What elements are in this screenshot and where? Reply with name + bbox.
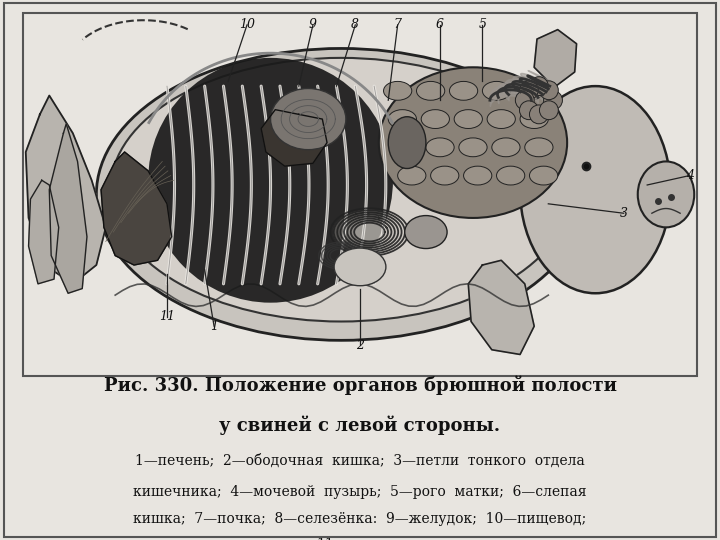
Ellipse shape <box>459 138 487 157</box>
Ellipse shape <box>516 82 544 100</box>
Circle shape <box>516 91 534 110</box>
Circle shape <box>544 91 562 110</box>
Text: 6: 6 <box>436 18 444 31</box>
Ellipse shape <box>487 110 516 129</box>
Text: 3: 3 <box>620 207 628 220</box>
Ellipse shape <box>638 161 694 227</box>
Circle shape <box>539 101 558 120</box>
Ellipse shape <box>388 117 426 168</box>
Text: 11—сердце.: 11—сердце. <box>317 537 403 540</box>
Ellipse shape <box>464 166 492 185</box>
Ellipse shape <box>110 58 572 321</box>
Ellipse shape <box>96 49 586 340</box>
Polygon shape <box>26 96 106 284</box>
Ellipse shape <box>525 138 553 157</box>
Ellipse shape <box>482 82 510 100</box>
Text: 9: 9 <box>309 18 317 31</box>
Ellipse shape <box>384 82 412 100</box>
Text: 5: 5 <box>478 18 487 31</box>
Ellipse shape <box>393 138 421 157</box>
Ellipse shape <box>397 166 426 185</box>
Ellipse shape <box>416 82 445 100</box>
Ellipse shape <box>405 215 447 248</box>
Ellipse shape <box>388 110 416 129</box>
Ellipse shape <box>421 110 449 129</box>
Polygon shape <box>534 30 577 86</box>
Polygon shape <box>261 110 327 166</box>
Text: 1: 1 <box>210 320 218 333</box>
Ellipse shape <box>271 89 346 150</box>
Ellipse shape <box>497 166 525 185</box>
Circle shape <box>529 77 549 96</box>
Polygon shape <box>354 222 384 241</box>
Circle shape <box>520 101 539 120</box>
Text: 11: 11 <box>159 310 175 323</box>
Text: 4: 4 <box>685 169 693 182</box>
Ellipse shape <box>449 82 477 100</box>
Ellipse shape <box>529 166 558 185</box>
Polygon shape <box>347 219 392 246</box>
Text: у свиней с левой стороны.: у свиней с левой стороны. <box>220 416 500 435</box>
Polygon shape <box>101 152 171 265</box>
Ellipse shape <box>520 110 549 129</box>
Text: кишечника;  4—мочевой  пузырь;  5—рого  матки;  6—слепая: кишечника; 4—мочевой пузырь; 5—рого матк… <box>133 485 587 499</box>
Ellipse shape <box>334 248 386 286</box>
FancyBboxPatch shape <box>21 11 699 378</box>
Circle shape <box>520 81 539 100</box>
Ellipse shape <box>379 68 567 218</box>
Text: Рис. 330. Положение органов брюшной полости: Рис. 330. Положение органов брюшной поло… <box>104 376 616 395</box>
Polygon shape <box>341 214 398 249</box>
Ellipse shape <box>492 138 520 157</box>
Ellipse shape <box>148 58 393 303</box>
Ellipse shape <box>520 86 671 293</box>
Ellipse shape <box>431 166 459 185</box>
Polygon shape <box>29 180 59 284</box>
Polygon shape <box>334 211 405 254</box>
Text: 1—печень;  2—ободочная  кишка;  3—петли  тонкого  отдела: 1—печень; 2—ободочная кишка; 3—петли тон… <box>135 454 585 468</box>
Circle shape <box>529 105 549 124</box>
Polygon shape <box>468 260 534 354</box>
Text: 8: 8 <box>351 18 359 31</box>
Ellipse shape <box>426 138 454 157</box>
Polygon shape <box>49 124 87 293</box>
Text: 7: 7 <box>394 18 402 31</box>
Text: 10: 10 <box>239 18 255 31</box>
Text: 2: 2 <box>356 339 364 352</box>
Text: кишка;  7—почка;  8—селезёнка:  9—желудок;  10—пищевод;: кишка; 7—почка; 8—селезёнка: 9—желудок; … <box>133 512 587 526</box>
Ellipse shape <box>454 110 482 129</box>
Circle shape <box>539 81 558 100</box>
